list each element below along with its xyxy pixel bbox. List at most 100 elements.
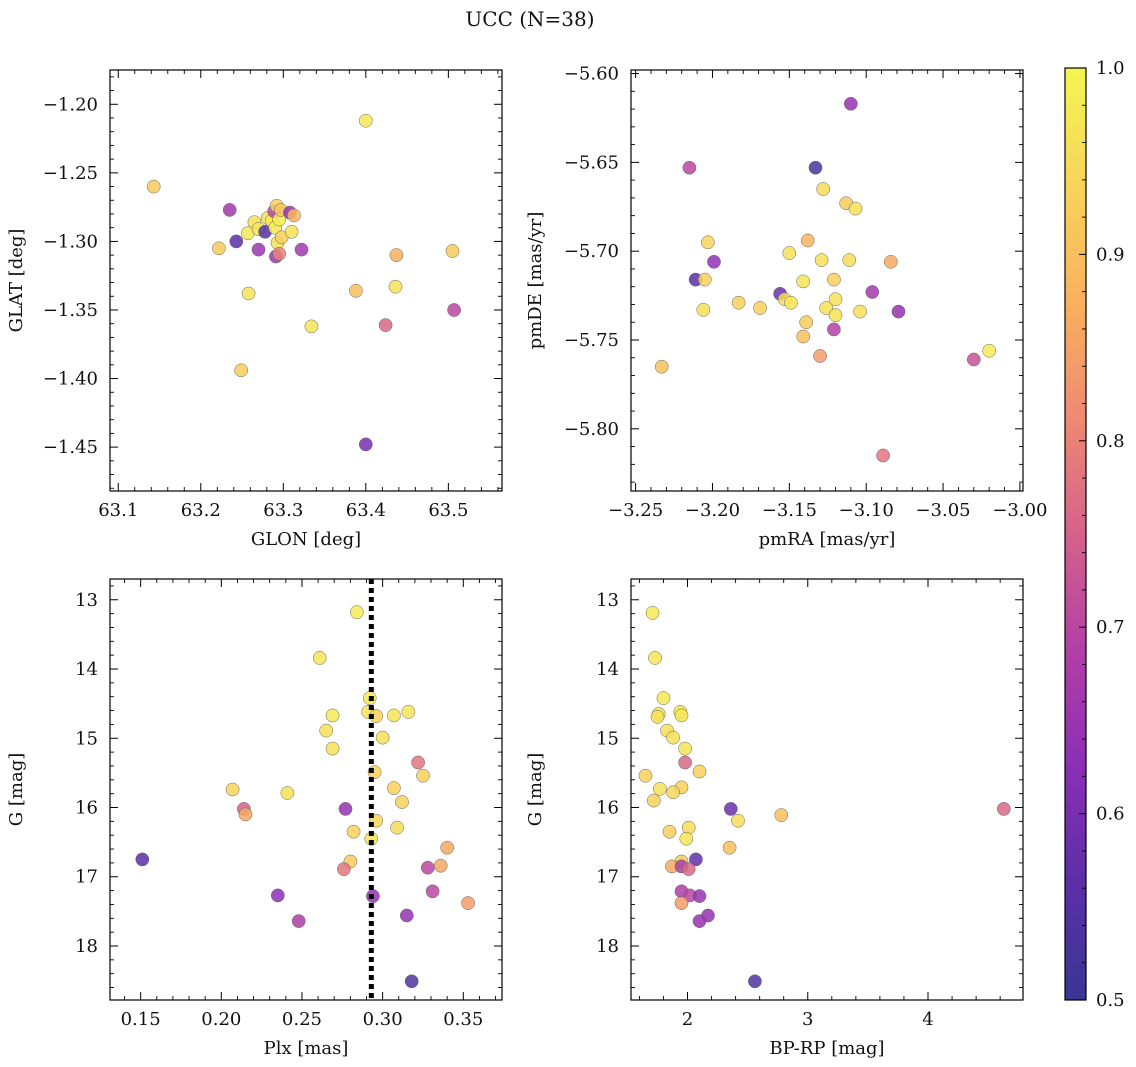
- x-tick-label: −3.10: [839, 500, 894, 521]
- x-axis-label: pmRA [mas/yr]: [759, 529, 896, 550]
- scatter-point: [876, 448, 890, 463]
- scatter-point: [678, 741, 692, 756]
- scatter-point: [722, 840, 737, 855]
- x-tick-label: 3: [802, 1009, 813, 1030]
- y-tick-label: −5.65: [564, 152, 619, 173]
- scatter-point: [358, 437, 373, 452]
- scatter-point: [650, 709, 665, 724]
- scatter-point: [399, 908, 414, 923]
- scatter-point: [701, 235, 715, 250]
- x-tick-label: −3.15: [762, 500, 817, 521]
- scatter-point: [416, 768, 430, 783]
- colorbar-tick-label: 0.5: [1096, 990, 1125, 1011]
- x-tick-label: 0.25: [282, 1009, 322, 1030]
- scatter-point: [828, 308, 843, 322]
- scatter-point: [291, 914, 306, 928]
- scatter-point: [390, 820, 404, 835]
- scatter-point: [707, 254, 721, 269]
- scatter-point: [638, 768, 653, 783]
- scatter-point: [445, 244, 460, 258]
- colorbar-tick-label: 1.0: [1096, 58, 1125, 79]
- scatter-point: [135, 852, 150, 867]
- scatter-point: [679, 831, 694, 846]
- panel-glon-glat: 63.1 63.2 63.3 63.4 63.5 −1.45 −1.40 −1.35 −1.30…: [6, 69, 503, 550]
- y-tick-label: 16: [75, 798, 98, 819]
- x-tick-label: 0.35: [443, 1009, 483, 1030]
- colorbar-tick-label: 0.6: [1096, 804, 1125, 825]
- scatter-point: [654, 359, 669, 374]
- y-axis-label: GLAT [deg]: [6, 229, 27, 333]
- scatter-point: [225, 782, 240, 797]
- y-tick-label: −1.35: [43, 300, 98, 321]
- y-tick-label: −5.75: [564, 330, 619, 351]
- y-tick-label: −1.25: [43, 163, 98, 184]
- scatter-point: [692, 914, 707, 928]
- y-tick-label: −5.70: [564, 241, 619, 262]
- scatter-point: [395, 795, 409, 809]
- x-tick-label: −3.25: [608, 500, 663, 521]
- scatter-point: [800, 233, 815, 248]
- scatter-point: [284, 224, 299, 239]
- scatter-point: [304, 319, 319, 334]
- panel-pmra-pmde: −3.25 −3.20 −3.15 −3.10 −3.05 −3.00 −5.80 −5.75…: [525, 64, 1048, 550]
- scatter-point: [251, 242, 266, 257]
- scatter-point: [696, 302, 711, 317]
- y-tick-label: 13: [75, 590, 98, 611]
- y-tick-label: 17: [75, 867, 98, 888]
- scatter-point: [411, 755, 425, 770]
- y-tick-label: −5.80: [564, 419, 619, 440]
- scatter-point: [229, 234, 244, 249]
- scatter-point: [843, 96, 858, 111]
- scatter-point: [689, 852, 703, 867]
- scatter-point: [678, 755, 692, 770]
- colorbar: 0.5 0.6 0.7 0.8 0.9 1.0: [1064, 58, 1125, 1011]
- colorbar-tick-label: 0.9: [1096, 244, 1125, 265]
- scatter-point: [799, 315, 814, 330]
- scatter-point: [280, 786, 295, 800]
- scatter-point: [982, 343, 997, 358]
- scatter-point: [272, 246, 287, 261]
- scatter-point: [378, 318, 393, 332]
- scatter-point: [682, 160, 697, 175]
- figure-title: UCC (N=38): [465, 7, 594, 31]
- scatter-point: [774, 808, 789, 822]
- scatter-point: [819, 301, 834, 315]
- scatter-point: [404, 974, 419, 989]
- scatter-point: [656, 691, 671, 705]
- scatter-points: [654, 96, 997, 463]
- scatter-point: [312, 651, 327, 665]
- y-tick-label: 18: [75, 936, 98, 957]
- scatter-point: [828, 292, 843, 307]
- scatter-point: [645, 606, 660, 620]
- scatter-point: [681, 862, 696, 876]
- scatter-point: [358, 113, 373, 128]
- scatter-point: [338, 802, 353, 816]
- colorbar-tick-label: 0.7: [1096, 617, 1125, 638]
- axes-frame: [630, 69, 1024, 492]
- scatter-point: [325, 741, 340, 756]
- scatter-point: [662, 824, 677, 839]
- scatter-point: [287, 208, 301, 223]
- scatter-point: [420, 860, 435, 875]
- x-tick-label: 0.30: [363, 1009, 403, 1030]
- scatter-point: [891, 304, 906, 319]
- scatter-point: [813, 349, 827, 363]
- scatter-point: [784, 295, 798, 310]
- scatter-point: [782, 246, 797, 260]
- scatter-point: [848, 201, 863, 216]
- x-tick-label: 63.3: [263, 500, 303, 521]
- scatter-point: [425, 884, 440, 899]
- x-tick-label: 2: [682, 1009, 693, 1030]
- scatter-point: [433, 858, 448, 873]
- scatter-point: [692, 764, 707, 779]
- scatter-point: [648, 651, 662, 665]
- x-tick-label: 63.5: [428, 500, 468, 521]
- y-tick-label: 13: [596, 590, 619, 611]
- axes-frame: [109, 69, 503, 492]
- scatter-point: [808, 160, 823, 175]
- scatter-point: [966, 352, 981, 367]
- x-tick-label: 0.20: [201, 1009, 241, 1030]
- scatter-point: [212, 241, 226, 256]
- scatter-point: [447, 303, 461, 317]
- axes-frame: [630, 578, 1024, 1001]
